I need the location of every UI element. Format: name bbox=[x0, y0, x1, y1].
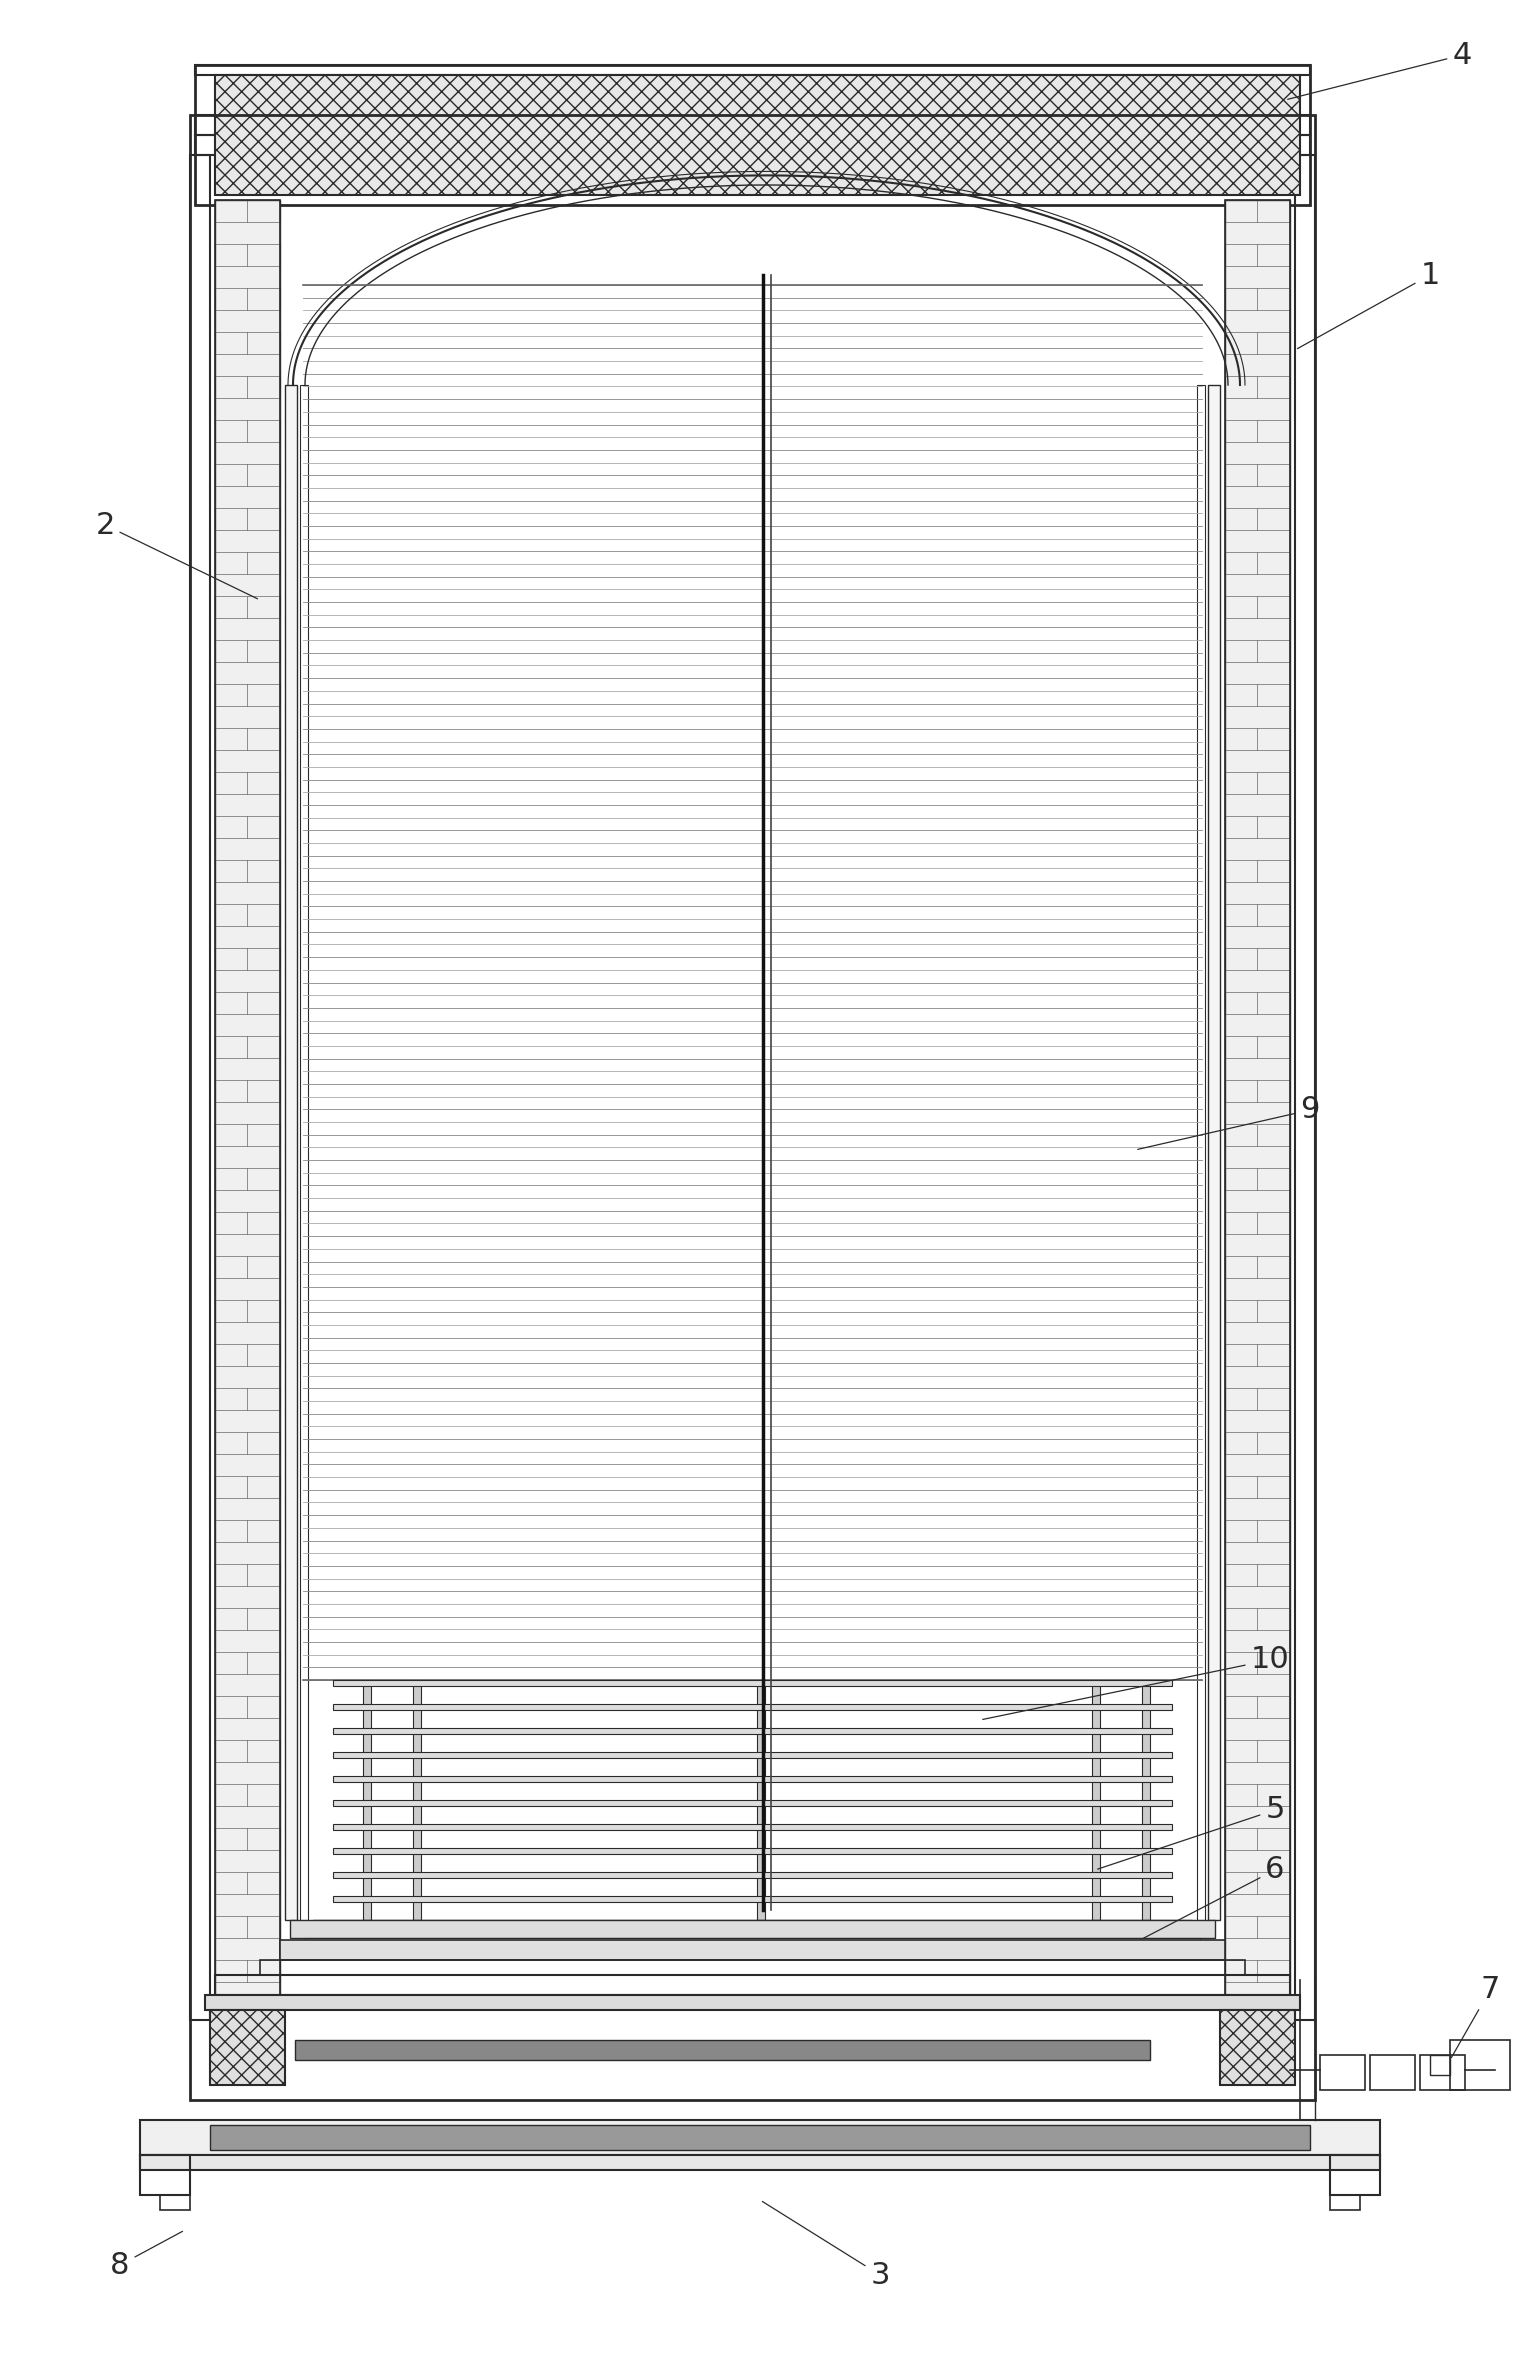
Bar bbox=[210, 2009, 285, 2085]
Bar bbox=[1331, 2156, 1380, 2196]
Text: 2: 2 bbox=[95, 511, 258, 598]
Bar bbox=[195, 64, 1311, 206]
Bar bbox=[1295, 156, 1315, 2019]
Text: 6: 6 bbox=[1142, 1856, 1285, 1938]
Text: 10: 10 bbox=[983, 1645, 1289, 1719]
Bar bbox=[1450, 2040, 1510, 2090]
Bar bbox=[1249, 2009, 1285, 2035]
Bar bbox=[261, 1960, 1245, 1974]
Bar bbox=[412, 1681, 422, 1920]
Bar bbox=[333, 1681, 1173, 1686]
Bar bbox=[300, 385, 308, 1920]
Bar bbox=[756, 1681, 765, 1920]
Text: 9: 9 bbox=[1137, 1095, 1320, 1149]
Bar bbox=[333, 1775, 1173, 1782]
Text: 4: 4 bbox=[1288, 40, 1472, 99]
Bar bbox=[1142, 1681, 1150, 1920]
Bar bbox=[140, 2156, 1380, 2170]
Bar bbox=[1430, 2054, 1450, 2076]
Bar bbox=[190, 156, 210, 2019]
Bar bbox=[1331, 2196, 1360, 2210]
Bar bbox=[294, 2040, 1150, 2059]
Text: 3: 3 bbox=[762, 2201, 889, 2288]
Bar bbox=[1091, 1681, 1101, 1920]
Bar bbox=[215, 201, 281, 2019]
Bar bbox=[205, 1995, 1300, 2009]
Bar bbox=[333, 1872, 1173, 1877]
Bar bbox=[363, 1681, 371, 1920]
Bar bbox=[1420, 2054, 1466, 2090]
Bar bbox=[195, 64, 1311, 76]
Text: 1: 1 bbox=[1297, 260, 1439, 348]
Text: 5: 5 bbox=[1098, 1797, 1285, 1870]
Bar bbox=[1320, 2054, 1364, 2090]
Bar bbox=[195, 116, 1311, 135]
Bar bbox=[333, 1704, 1173, 1709]
Bar bbox=[190, 116, 1315, 2099]
Bar bbox=[140, 2121, 1380, 2156]
Bar bbox=[281, 1941, 1225, 1960]
Bar bbox=[333, 1849, 1173, 1853]
Bar bbox=[333, 1752, 1173, 1759]
Bar bbox=[1197, 385, 1205, 1920]
Bar bbox=[1371, 2054, 1415, 2090]
Bar bbox=[1225, 201, 1289, 2019]
Bar bbox=[210, 2125, 1311, 2149]
Bar bbox=[305, 1938, 1200, 1953]
Bar bbox=[333, 1728, 1173, 1735]
Bar bbox=[215, 201, 281, 2019]
Bar bbox=[285, 385, 297, 1920]
Text: 8: 8 bbox=[110, 2232, 182, 2279]
Bar bbox=[1208, 385, 1220, 1920]
Bar bbox=[221, 2009, 254, 2035]
Bar bbox=[195, 135, 1311, 156]
Bar bbox=[1220, 2009, 1295, 2085]
Bar bbox=[215, 76, 1300, 194]
Bar bbox=[333, 1799, 1173, 1806]
Bar bbox=[1225, 201, 1289, 2019]
Bar bbox=[333, 1825, 1173, 1830]
Bar bbox=[215, 1974, 1289, 1995]
Bar bbox=[290, 1920, 1216, 1938]
Bar bbox=[313, 1920, 1193, 1936]
Text: 7: 7 bbox=[1452, 1976, 1499, 2057]
Bar bbox=[333, 1896, 1173, 1903]
Bar bbox=[159, 2196, 190, 2210]
Bar bbox=[140, 2156, 190, 2196]
